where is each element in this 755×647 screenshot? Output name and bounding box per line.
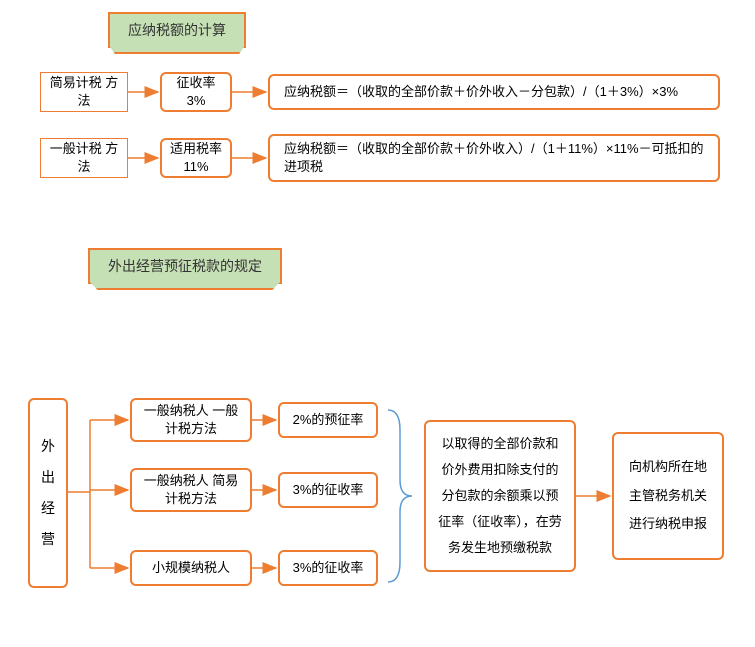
branch-general-simple: 一般纳税人 简易计税方法 <box>130 468 252 512</box>
branch-general-general: 一般纳税人 一般计税方法 <box>130 398 252 442</box>
banner-out-operate: 外出经营预征税款的规定 <box>88 248 282 284</box>
root-char: 外 <box>41 431 55 462</box>
rate-3pct-b: 3%的征收率 <box>278 550 378 586</box>
root-out-operate: 外 出 经 营 <box>28 398 68 588</box>
banner-tax-calc: 应纳税额的计算 <box>108 12 246 48</box>
method-general: 一般计税 方法 <box>40 138 128 178</box>
rate-general: 适用税率 11% <box>160 138 232 178</box>
root-char: 出 <box>41 462 55 493</box>
rate-2pct: 2%的预征率 <box>278 402 378 438</box>
rate-simple: 征收率 3% <box>160 72 232 112</box>
note-prepay: 以取得的全部价款和价外费用扣除支付的分包款的余额乘以预征率（征收率），在劳务发生… <box>424 420 576 572</box>
note-report: 向机构所在地主管税务机关进行纳税申报 <box>612 432 724 560</box>
formula-general: 应纳税额＝（收取的全部价款＋价外收入）/（1＋11%）×11%－可抵扣的进项税 <box>268 134 720 182</box>
rate-3pct-a: 3%的征收率 <box>278 472 378 508</box>
branch-small: 小规模纳税人 <box>130 550 252 586</box>
root-char: 营 <box>41 524 55 555</box>
method-simple: 简易计税 方法 <box>40 72 128 112</box>
formula-simple: 应纳税额＝（收取的全部价款＋价外收入－分包款）/（1＋3%）×3% <box>268 74 720 110</box>
root-char: 经 <box>41 493 55 524</box>
